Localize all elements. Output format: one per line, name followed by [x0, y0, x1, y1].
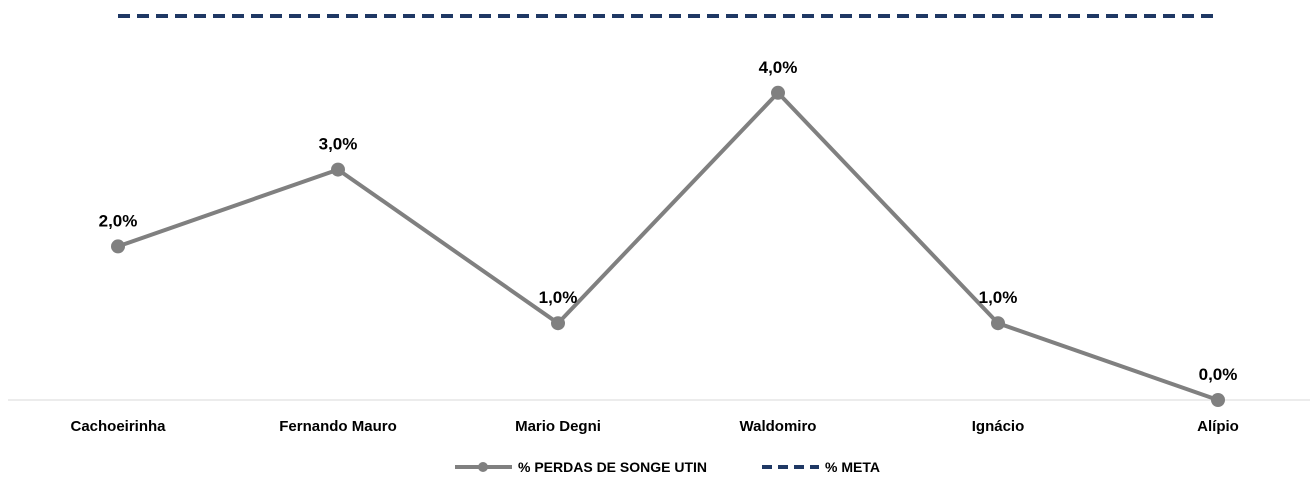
data-point-2	[551, 316, 565, 331]
data-point-1	[331, 162, 345, 177]
data-label-1: 3,0%	[319, 135, 358, 154]
data-point-0	[111, 239, 125, 254]
x-tick-label-3: Waldomiro	[740, 418, 817, 435]
series-line-perdas	[117, 90, 1219, 402]
legend-label-meta: % META	[825, 459, 880, 475]
legend-marker-perdas-dot	[478, 462, 488, 472]
x-tick-label-0: Cachoeirinha	[70, 418, 166, 435]
data-label-2: 1,0%	[539, 288, 578, 307]
data-label-3: 4,0%	[759, 58, 798, 77]
x-tick-label-5: Alípio	[1197, 418, 1239, 435]
legend-label-perdas: % PERDAS DE SONGE UTIN	[518, 459, 707, 475]
x-tick-label-2: Mario Degni	[515, 418, 601, 435]
legend: % PERDAS DE SONGE UTIN % META	[455, 459, 880, 475]
data-point-4	[991, 316, 1005, 331]
data-label-0: 2,0%	[99, 211, 138, 230]
data-label-5: 0,0%	[1199, 365, 1238, 384]
data-point-3	[771, 85, 785, 100]
data-label-4: 1,0%	[979, 288, 1018, 307]
x-tick-label-4: Ignácio	[972, 418, 1025, 435]
data-point-5	[1211, 393, 1225, 407]
x-tick-label-1: Fernando Mauro	[279, 418, 397, 435]
